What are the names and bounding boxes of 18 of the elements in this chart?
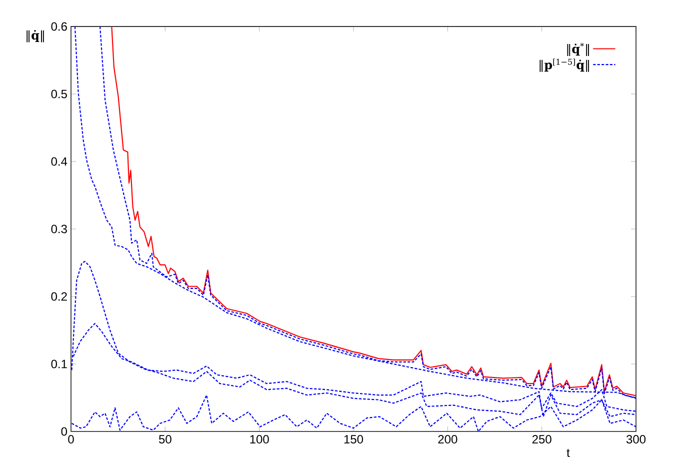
- x-tick-label: 250: [532, 435, 552, 444]
- x-tick-label: 0: [68, 435, 74, 444]
- x-tick-label: 50: [158, 435, 172, 444]
- x-axis-title: t: [566, 449, 570, 457]
- y-axis-title: ‖q̇‖: [26, 30, 44, 42]
- y-tick-label: 0.3: [51, 224, 67, 234]
- y-tick-label: 0.1: [51, 360, 67, 368]
- x-tick-label: 100: [250, 435, 269, 444]
- y-tick-label: 0.2: [51, 292, 67, 301]
- x-tick-label: 150: [344, 435, 364, 444]
- y-tick-label: 0.4: [51, 157, 68, 166]
- y-tick-label: 0: [61, 427, 68, 436]
- legend-label: ‖q̇$^{*}$‖: [567, 42, 589, 56]
- x-tick-label: 300: [626, 435, 646, 444]
- legend-label: ‖p$^{[1−5]}$q̇‖: [540, 58, 589, 72]
- y-tick-label: 0.5: [51, 90, 67, 98]
- x-tick-label: 200: [438, 435, 458, 444]
- y-tick-label: 0.6: [51, 22, 67, 31]
